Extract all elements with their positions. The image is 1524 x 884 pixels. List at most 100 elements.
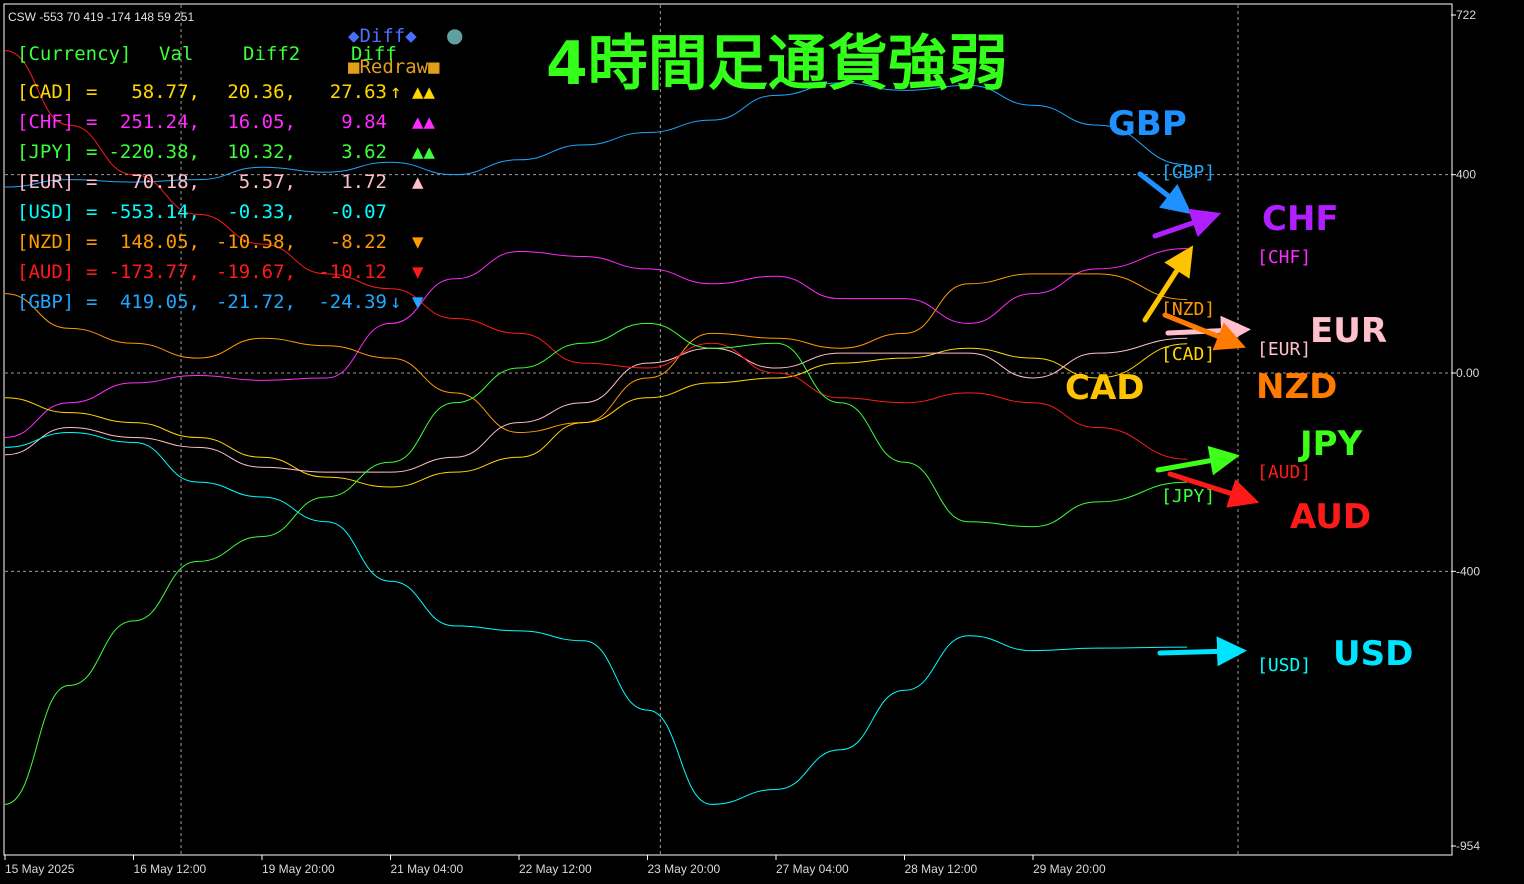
series-line-chf xyxy=(4,248,1188,438)
big-label-cad: CAD xyxy=(1065,368,1145,408)
header-currency: [Currency] xyxy=(17,43,131,65)
tag-usd: [USD] xyxy=(1257,655,1311,676)
x-tick-label: 19 May 20:00 xyxy=(262,862,335,876)
table-cell-diff2: -0.33, xyxy=(227,201,296,223)
table-cell-arrow: ↓ xyxy=(390,291,401,313)
strength-table: [Currency] Val Diff2 Diff [CAD] = 58.77, 20… xyxy=(17,43,435,313)
table-cell-label: [CAD] xyxy=(17,81,74,103)
table-cell-val: -553.14, xyxy=(108,201,200,223)
x-tick-label: 29 May 20:00 xyxy=(1033,862,1106,876)
table-cell-label: [USD] xyxy=(17,201,74,223)
table-cell-diff: -24.39 xyxy=(318,291,387,313)
table-cell-diff2: 20.36, xyxy=(227,81,296,103)
series-line-gbp xyxy=(4,82,1188,188)
headline: 4時間足通貨強弱 xyxy=(546,29,1008,99)
table-cell-val: 251.24, xyxy=(120,111,200,133)
table-cell-arrow: ↑ xyxy=(390,81,401,103)
big-label-usd: USD xyxy=(1333,634,1413,674)
table-cell-eq: = xyxy=(86,111,97,133)
big-labels: GBP CHF EUR NZD CAD JPY AUD USD xyxy=(1065,104,1413,674)
table-cell-val: 58.77, xyxy=(131,81,200,103)
table-cell-label: [JPY] xyxy=(17,141,74,163)
table-cell-diff: -0.07 xyxy=(330,201,387,223)
y-tick-label: -400 xyxy=(1456,564,1480,578)
info-line: CSW -553 70 419 -174 148 59 251 xyxy=(8,10,194,24)
x-tick-label: 23 May 20:00 xyxy=(648,862,721,876)
chf-arrow xyxy=(1152,208,1222,239)
table-cell-diff2: -19.67, xyxy=(216,261,296,283)
x-tick-label: 27 May 04:00 xyxy=(776,862,849,876)
right-tags: [GBP] [CHF] [NZD] [CAD] [EUR] [AUD] [JPY… xyxy=(1161,162,1311,676)
y-tick-label: -954 xyxy=(1456,839,1480,853)
table-cell-label: [CHF] xyxy=(17,111,74,133)
grid xyxy=(5,5,1451,854)
table-cell-marks: ▲ xyxy=(412,171,424,193)
big-label-eur: EUR xyxy=(1310,311,1387,351)
redraw-button[interactable]: ■Redraw■ xyxy=(348,56,440,78)
series-line-aud xyxy=(4,50,1188,460)
big-label-aud: AUD xyxy=(1290,497,1371,537)
x-tick-label: 16 May 12:00 xyxy=(134,862,207,876)
table-cell-eq: = xyxy=(86,261,97,283)
big-label-chf: CHF xyxy=(1262,199,1339,239)
big-label-nzd: NZD xyxy=(1256,367,1337,407)
table-cell-marks: ▼ xyxy=(412,291,424,313)
table-cell-diff: 9.84 xyxy=(341,111,387,133)
x-tick-label: 15 May 2025 xyxy=(5,862,75,876)
table-cell-label: [NZD] xyxy=(17,231,74,253)
x-axis: 15 May 2025 16 May 12:00 19 May 20:00 21 Ma… xyxy=(4,855,1106,876)
table-cell-diff: -8.22 xyxy=(330,231,387,253)
jpy-arrow xyxy=(1155,445,1240,476)
table-cell-label: [AUD] xyxy=(17,261,74,283)
x-tick-label: 21 May 04:00 xyxy=(391,862,464,876)
header-diff2: Diff2 xyxy=(243,43,300,65)
series-lines xyxy=(4,50,1188,805)
table-cell-eq: = xyxy=(86,81,97,103)
series-line-jpy xyxy=(4,322,1188,805)
table-cell-val: 70.18, xyxy=(131,171,200,193)
table-cell-label: [EUR] xyxy=(17,171,74,193)
table-cell-diff2: -21.72, xyxy=(216,291,296,313)
header-diff[interactable]: Diff xyxy=(351,43,397,65)
table-cell-eq: = xyxy=(86,231,97,253)
table-cell-marks: ▲▲ xyxy=(412,111,435,133)
diff-toggle-button[interactable]: ◆Diff◆ xyxy=(348,25,417,47)
table-cell-eq: = xyxy=(86,171,97,193)
big-label-gbp: GBP xyxy=(1108,104,1187,144)
series-line-cad xyxy=(4,343,1188,488)
y-axis: 722 400 0.00 -400 -954 xyxy=(1451,8,1480,853)
table-cell-diff2: 10.32, xyxy=(227,141,296,163)
tag-nzd: [NZD] xyxy=(1161,299,1215,320)
diff-circle-icon[interactable]: ● xyxy=(446,23,463,47)
tag-jpy: [JPY] xyxy=(1161,486,1215,507)
table-cell-diff: 1.72 xyxy=(341,171,387,193)
table-cell-diff2: -10.58, xyxy=(216,231,296,253)
series-line-eur xyxy=(4,337,1188,473)
y-tick-label: 400 xyxy=(1456,168,1476,182)
usd-arrow xyxy=(1157,636,1247,667)
tag-gbp: [GBP] xyxy=(1161,162,1215,183)
nzd-arrow xyxy=(1162,312,1246,351)
table-cell-val: -220.38, xyxy=(108,141,200,163)
tag-chf: [CHF] xyxy=(1257,247,1311,268)
table-cell-diff: 27.63 xyxy=(330,81,387,103)
table-cell-val: 419.05, xyxy=(120,291,200,313)
header-val: Val xyxy=(159,43,193,65)
table-cell-eq: = xyxy=(86,201,97,223)
table-cell-diff2: 5.57, xyxy=(239,171,296,193)
table-cell-label: [GBP] xyxy=(17,291,74,313)
table-cell-marks: ▼ xyxy=(412,261,424,283)
cad-arrow xyxy=(1142,245,1194,323)
series-line-usd xyxy=(4,431,1188,805)
y-tick-label: 722 xyxy=(1456,8,1476,22)
aud-arrow xyxy=(1167,471,1260,508)
table-cell-diff: 3.62 xyxy=(341,141,387,163)
table-cell-marks: ▼ xyxy=(412,231,424,253)
x-tick-label: 22 May 12:00 xyxy=(519,862,592,876)
plot-frame xyxy=(3,3,1453,856)
y-tick-label: 0.00 xyxy=(1456,366,1480,380)
tag-aud: [AUD] xyxy=(1257,462,1311,483)
tag-cad: [CAD] xyxy=(1161,344,1215,365)
table-cell-eq: = xyxy=(86,291,97,313)
